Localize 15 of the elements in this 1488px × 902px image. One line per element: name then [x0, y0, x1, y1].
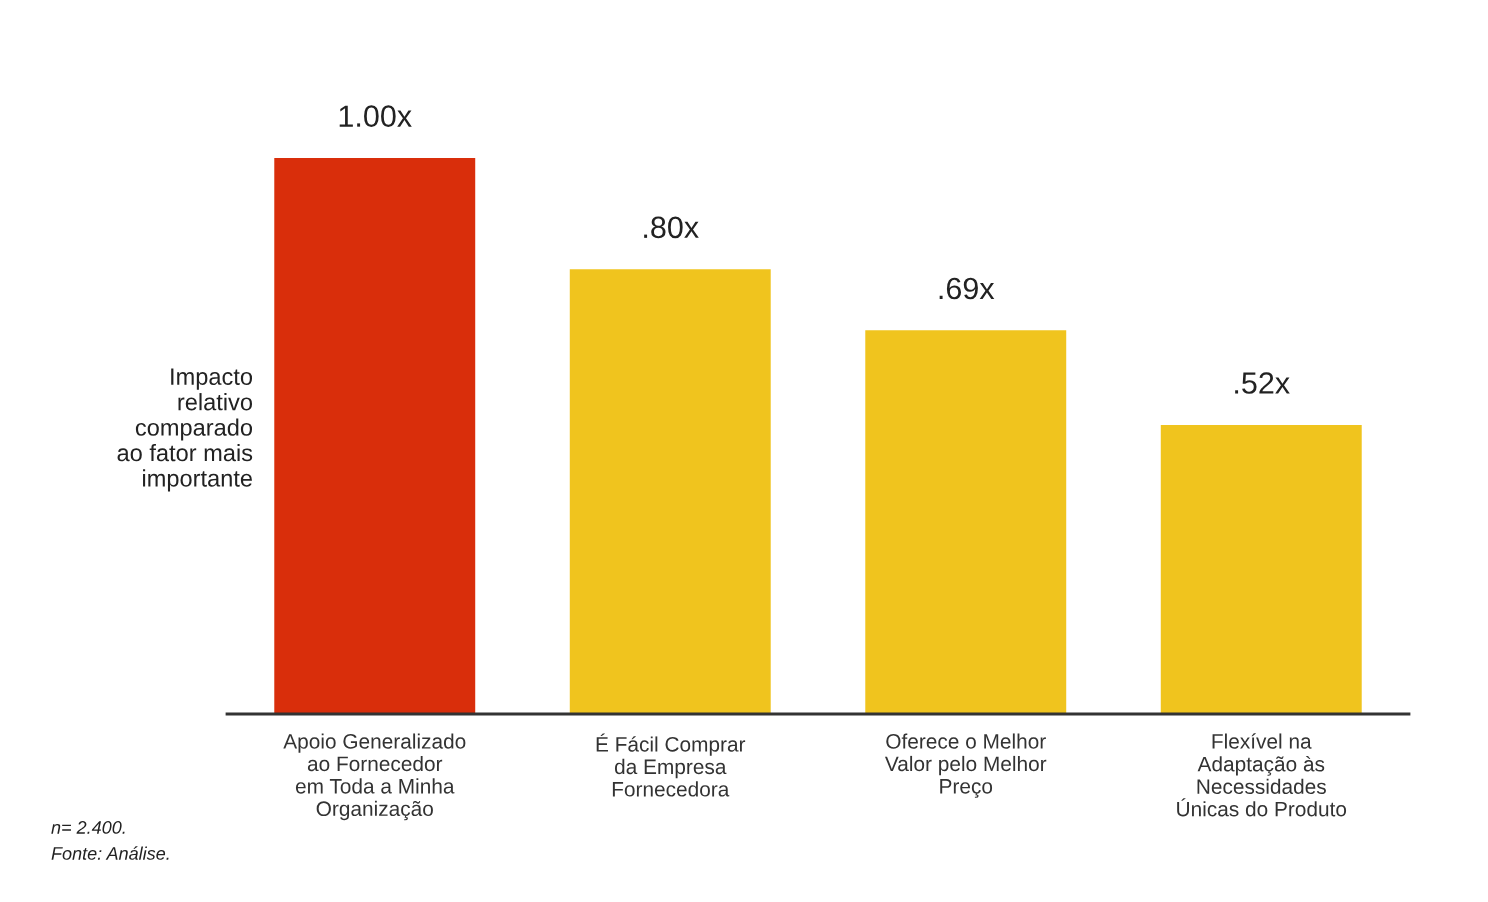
x-tick-label: Apoio Generalizado ao Fornecedor em Toda a Minha Organização — [283, 733, 466, 821]
x-tick-label: Oferece o Melhor Valor pelo Melhor Preço — [884, 733, 1047, 798]
y-axis-title: Impacto relativo comparado ao fator mais importante — [117, 368, 253, 492]
bar — [274, 158, 476, 714]
data-label: .69x — [939, 277, 995, 300]
text: n= 2.400. — [51, 821, 125, 834]
data-label: 1.00x — [339, 105, 412, 127]
bar — [1160, 424, 1362, 714]
bar — [865, 330, 1067, 714]
bar — [569, 269, 771, 714]
data-label: .52x — [1235, 372, 1290, 394]
x-tick-label: É Fácil Comprar da Empresa Fornecedora — [596, 733, 746, 797]
x-tick-label: Flexível na Adaptação às Necessidades Únicas do Produto — [1177, 733, 1347, 817]
data-label: .80x — [644, 216, 699, 239]
source-note: Fonte: Análise. — [51, 846, 169, 860]
